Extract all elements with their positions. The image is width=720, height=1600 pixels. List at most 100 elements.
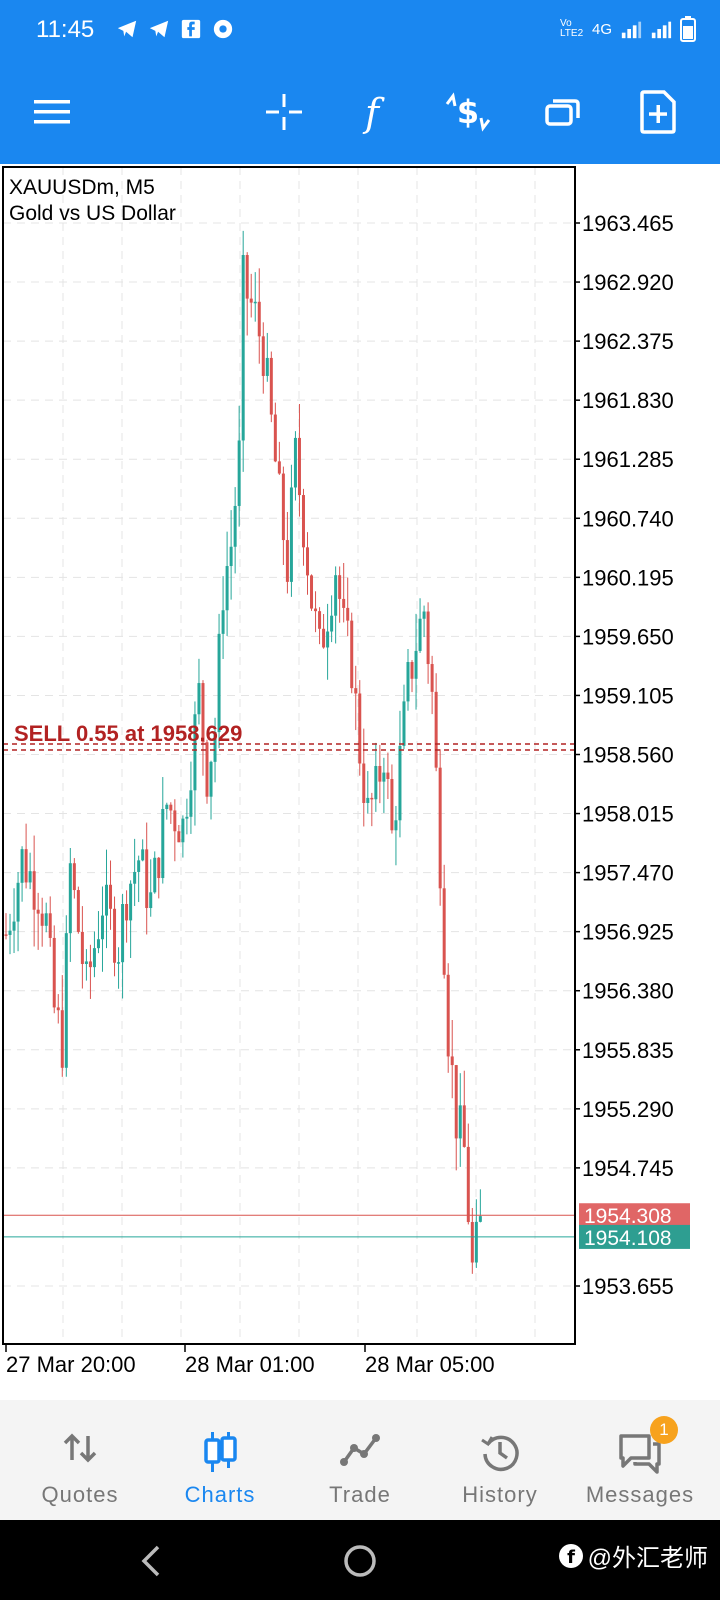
candle-body: [281, 473, 285, 541]
candle-body: [229, 546, 233, 567]
candle-body: [193, 714, 197, 791]
chart-toolbar: f $: [0, 60, 720, 164]
y-tick-label: 1954.745: [582, 1156, 674, 1181]
back-icon[interactable]: [136, 1544, 166, 1578]
candle-body: [386, 772, 390, 780]
candle-body: [261, 336, 265, 376]
candle-body: [121, 903, 125, 963]
price-chart[interactable]: SELL 0.55 at 1958.629 1963.465 1962.920 196…: [0, 164, 720, 1400]
crosshair-button[interactable]: [254, 82, 314, 142]
candle-body: [442, 888, 446, 975]
candle-body: [117, 962, 121, 964]
candle-body: [466, 1146, 470, 1223]
windows-icon: [545, 99, 580, 126]
windows-button[interactable]: [533, 82, 593, 142]
candle-body: [390, 779, 394, 831]
candle-body: [68, 863, 72, 934]
y-tick-label: 1956.925: [582, 920, 674, 945]
candle-body: [269, 357, 273, 415]
candle-body: [301, 495, 305, 548]
candle-body: [52, 937, 56, 1008]
candle-body: [40, 913, 44, 926]
menu-icon: [34, 100, 70, 124]
candle-body: [398, 745, 402, 821]
candle-body: [133, 871, 137, 884]
candle-body: [293, 437, 297, 488]
nav-history[interactable]: History: [428, 1400, 572, 1520]
y-tick-label: 1960.740: [582, 506, 674, 531]
candle-body: [370, 797, 374, 800]
new-order-button[interactable]: [628, 82, 688, 142]
nav-label: Messages: [585, 1482, 695, 1507]
svg-text:f: f: [567, 1547, 575, 1568]
y-tick-label: 1961.285: [582, 447, 674, 472]
candle-body: [96, 939, 100, 949]
home-icon[interactable]: [343, 1544, 377, 1578]
y-tick-label: 1953.655: [582, 1274, 674, 1299]
candle-body: [80, 931, 84, 964]
ask-price-box: [579, 1224, 690, 1249]
candle-body: [414, 650, 418, 679]
candle-body: [418, 618, 422, 651]
nav-charts[interactable]: Charts: [148, 1400, 292, 1520]
notification-icons: [116, 18, 234, 40]
status-time: 11:45: [36, 16, 95, 43]
y-tick-label: 1958.560: [582, 743, 674, 768]
candle-body: [474, 1221, 478, 1263]
candle-body: [446, 974, 450, 1057]
trade-icon: [340, 1434, 380, 1466]
candle-body: [253, 301, 257, 304]
nav-trade[interactable]: Trade: [288, 1400, 432, 1520]
candle-body: [402, 701, 406, 746]
candle-body: [100, 915, 104, 940]
watermark-text: @外汇老师: [587, 1545, 708, 1572]
candle-body: [342, 598, 346, 608]
candle-body: [177, 831, 181, 843]
candle-body: [297, 437, 301, 496]
one-click-trade-button[interactable]: $: [438, 82, 498, 142]
candle-body: [458, 1105, 462, 1139]
candle-body: [173, 810, 177, 832]
candle-body: [149, 892, 153, 909]
candle-body: [285, 540, 289, 582]
candle-body: [28, 871, 32, 883]
candle-body: [129, 883, 133, 921]
bottom-navigation: Quotes Charts Trade History 1 Messages: [0, 1400, 720, 1520]
watermark: f @外汇老师: [558, 1538, 708, 1573]
x-tick-label: 28 Mar 01:00: [185, 1352, 315, 1377]
y-tick-label: 1963.465: [582, 211, 674, 236]
candle-body: [406, 662, 410, 702]
candle-body: [24, 849, 28, 883]
chart-area[interactable]: SELL 0.55 at 1958.629 1963.465 1962.920 196…: [0, 164, 720, 1400]
symbol-description: Gold vs US Dollar: [9, 202, 176, 225]
candle-body: [113, 908, 117, 963]
candle-body: [60, 1010, 64, 1068]
symbol-title: XAUUSDm, M5: [9, 176, 155, 199]
y-tick-label: 1962.920: [582, 270, 674, 295]
candle-body: [20, 849, 24, 883]
indicators-button[interactable]: f: [342, 82, 402, 142]
candle-body: [478, 1216, 482, 1222]
nav-quotes[interactable]: Quotes: [8, 1400, 152, 1520]
candle-body: [306, 547, 309, 576]
menu-button[interactable]: [22, 82, 82, 142]
candle-body: [394, 820, 398, 831]
candle-body: [257, 301, 261, 337]
candle-body: [201, 683, 205, 743]
y-tick-label: 1961.830: [582, 388, 674, 413]
candle-body: [350, 620, 354, 689]
y-tick-label: 1955.290: [582, 1097, 674, 1122]
candle-body: [322, 628, 326, 648]
candle-body: [56, 1007, 60, 1011]
crosshair-icon: [266, 94, 302, 130]
candle-body: [430, 664, 434, 692]
candle-body: [205, 742, 209, 797]
candle-body: [277, 461, 281, 474]
candle-body: [165, 804, 169, 810]
nav-messages[interactable]: 1 Messages: [568, 1400, 712, 1520]
charts-icon: [204, 1432, 237, 1472]
candle-body: [374, 765, 378, 800]
candle-body: [454, 1065, 458, 1139]
bid-price-box: [579, 1203, 690, 1228]
telegram-icon: [117, 20, 137, 38]
